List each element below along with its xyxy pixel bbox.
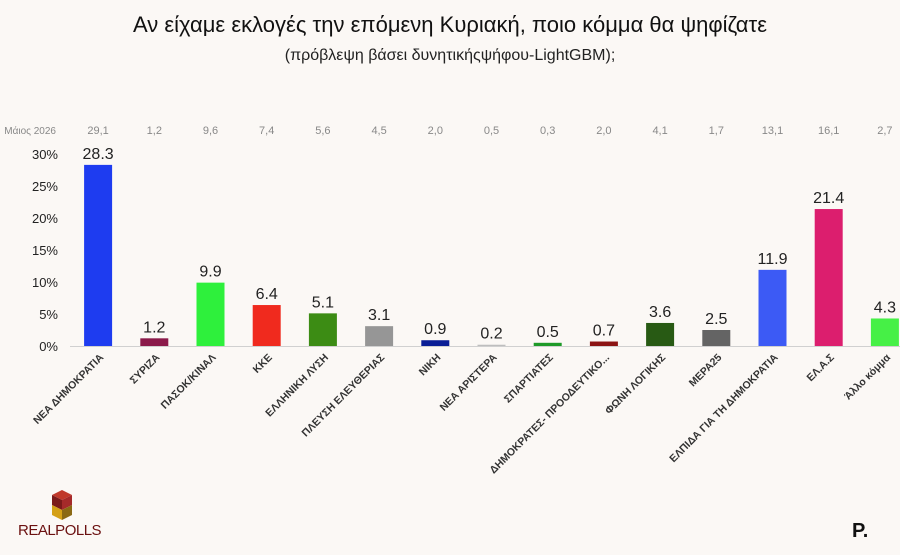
data-label: 3.1 — [368, 307, 390, 324]
data-label: 21.4 — [813, 190, 844, 207]
category-label: ΕΛ.Α.Σ — [804, 352, 836, 384]
category-label: ΣΥΡΙΖΑ — [128, 351, 163, 386]
reference-value: 13,1 — [762, 125, 783, 137]
y-tick-label: 25% — [32, 179, 58, 194]
data-label: 3.6 — [649, 304, 671, 321]
category-label: Άλλο κόμμα — [842, 351, 893, 402]
bar — [252, 305, 281, 346]
bar — [870, 318, 899, 346]
y-tick-label: 30% — [32, 147, 58, 162]
data-label: 0.7 — [593, 323, 615, 340]
bar — [308, 313, 337, 346]
category-label: ΚΚΕ — [251, 352, 275, 376]
y-tick-label: 0% — [39, 339, 58, 354]
y-tick-label: 15% — [32, 243, 58, 258]
reference-value: 1,2 — [147, 125, 162, 137]
bar — [589, 341, 618, 346]
bar — [196, 282, 225, 346]
chart-title: Αν είχαμε εκλογές την επόμενη Κυριακή, π… — [132, 12, 768, 37]
bar — [365, 326, 394, 346]
data-label: 6.4 — [256, 286, 278, 303]
data-label: 2.5 — [705, 311, 727, 328]
reference-value: 4,1 — [652, 125, 667, 137]
reference-value: 9,6 — [203, 125, 218, 137]
reference-row-label: Μάιος 2026 — [4, 125, 56, 137]
logo-text: REALPOLLS — [18, 522, 102, 539]
reference-value: 2,0 — [596, 125, 611, 137]
bar — [533, 342, 562, 346]
bar — [646, 322, 675, 346]
realpolls-logo: REALPOLLS — [18, 488, 108, 544]
data-label: 5.1 — [312, 294, 334, 311]
y-tick-label: 10% — [32, 275, 58, 290]
category-label: ΝΕΑ ΔΗΜΟΚΡΑΤΙΑ — [31, 351, 106, 426]
category-label: ΔΗΜΟΚΡΑΤΕΣ- ΠΡΟΟΔΕΥΤΙΚΟ... — [487, 352, 612, 477]
bar — [84, 164, 113, 346]
category-label: ΜΕΡΑ25 — [687, 352, 725, 390]
category-label: ΠΑΣΟΚ/ΚΙΝΑΛ — [159, 352, 219, 412]
reference-value: 0,3 — [540, 125, 555, 137]
bar-chart: 0% 5% 10% 15% 20% 25% 30% Μάιος 2026 28.3 29,1 ΝΕΑ… — [4, 125, 900, 477]
data-label: 0.9 — [424, 321, 446, 338]
bar — [814, 209, 843, 346]
category-label: ΣΠΑΡΤΙΑΤΕΣ — [502, 352, 556, 406]
reference-value: 1,7 — [709, 125, 724, 137]
data-label: 1.2 — [143, 319, 165, 336]
data-label: 28.3 — [83, 146, 114, 163]
data-label: 0.2 — [480, 326, 502, 343]
chart-subtitle: (πρόβλεψη βάσει δυνητικήςψήφου-LightGBM)… — [284, 47, 616, 64]
category-label: ΕΛΠΙΔΑ ΓΙΑ ΤΗ ΔΗΜΟΚΡΑΤΙΑ — [667, 351, 781, 465]
bar — [421, 340, 450, 346]
cube-logo-icon — [52, 490, 72, 520]
reference-value: 4,5 — [371, 125, 386, 137]
reference-value: 5,6 — [315, 125, 330, 137]
bar — [758, 269, 787, 346]
category-label: ΝΕΑ ΑΡΙΣΤΕΡΑ — [438, 351, 500, 413]
data-label: 0.5 — [537, 324, 559, 341]
bar — [702, 330, 731, 346]
y-tick-label: 20% — [32, 211, 58, 226]
data-label: 9.9 — [199, 264, 221, 281]
reference-value: 29,1 — [87, 125, 108, 137]
category-label: ΝΙΚΗ — [417, 352, 444, 379]
publisher-logo: P. — [852, 520, 869, 542]
data-label: 11.9 — [758, 251, 788, 268]
reference-value: 0,5 — [484, 125, 499, 137]
data-label: 4.3 — [874, 299, 896, 316]
reference-value: 2,0 — [428, 125, 443, 137]
y-tick-label: 5% — [39, 307, 58, 322]
reference-value: 16,1 — [818, 125, 839, 137]
reference-value: 7,4 — [259, 125, 274, 137]
bar — [477, 344, 506, 346]
bar — [140, 338, 169, 346]
reference-value: 2,7 — [877, 125, 892, 137]
category-label: ΦΩΝΗ ΛΟΓΙΚΗΣ — [603, 352, 668, 417]
